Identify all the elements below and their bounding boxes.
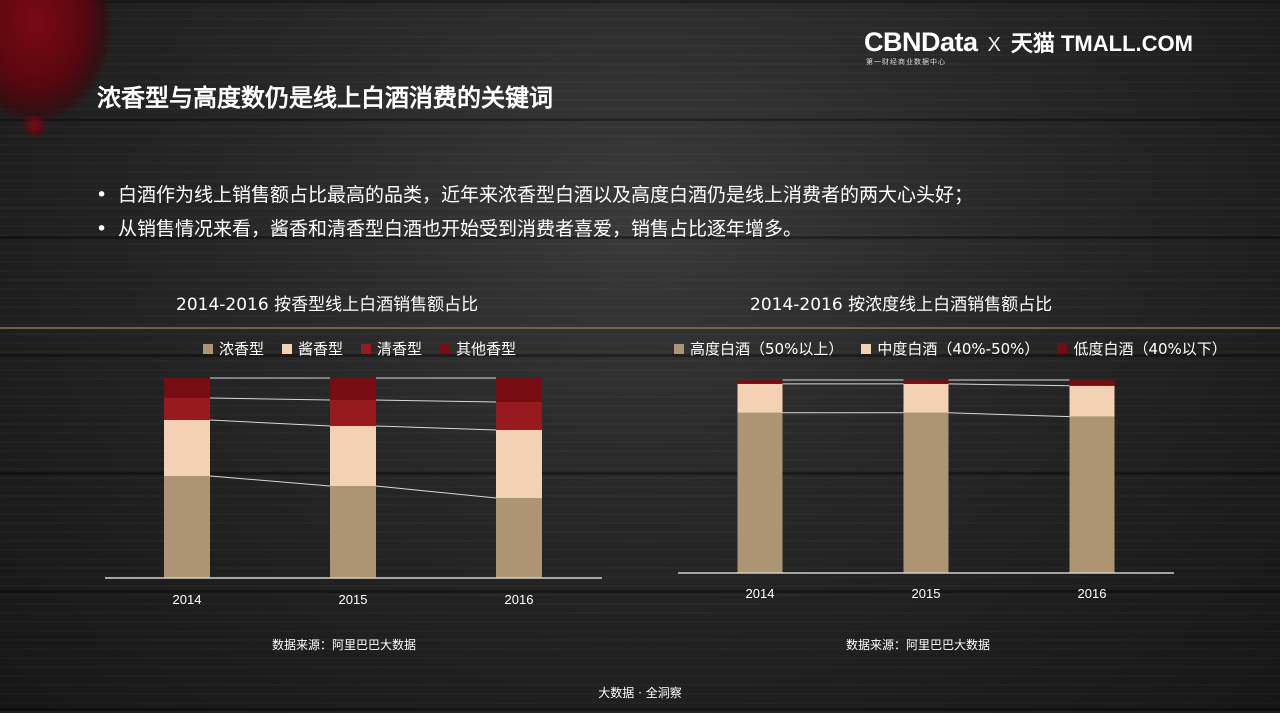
series-connector-line xyxy=(375,399,497,403)
series-connector-line xyxy=(209,419,331,427)
bar-segment xyxy=(903,383,949,413)
bar-segment xyxy=(330,486,376,578)
series-connector-line xyxy=(375,485,497,499)
bar-segment xyxy=(1069,385,1115,417)
legend-swatch xyxy=(674,343,684,354)
legend-aroma: 浓香型 酱香型 清香型 其他香型 xyxy=(203,338,516,359)
legend-swatch xyxy=(1057,343,1068,354)
bar-segment xyxy=(903,412,949,573)
legend-label: 浓香型 xyxy=(219,340,265,358)
bar-segment xyxy=(164,378,210,398)
source-note-aroma: 数据来源：阿里巴巴大数据 xyxy=(272,638,417,652)
wine-drop-decoration xyxy=(20,115,48,135)
bar-segment xyxy=(330,378,376,400)
x-tick-label: 2015 xyxy=(339,592,368,607)
legend-item: 高度白酒（50%以上） xyxy=(674,338,843,359)
chart-title-aroma: 2014-2016 按香型线上白酒销售额占比 xyxy=(176,295,479,315)
source-note-strength: 数据来源：阿里巴巴大数据 xyxy=(846,638,991,652)
bar-segment xyxy=(737,383,783,413)
bar-segment xyxy=(330,400,376,426)
legend-swatch xyxy=(361,343,372,354)
bar-segment xyxy=(1069,416,1115,573)
bar-segment xyxy=(496,402,542,430)
x-tick-label: 2016 xyxy=(1078,586,1107,601)
bullet-item: • 白酒作为线上销售额占比最高的品类，近年来浓香型白酒以及高度白酒仍是线上消费者的… xyxy=(96,178,973,212)
bullet-text: 从销售情况来看，酱香和清香型白酒也开始受到消费者喜爱，销售占比逐年增多。 xyxy=(118,218,803,240)
legend-label: 酱香型 xyxy=(298,340,344,358)
cbndata-logo: CBNData xyxy=(864,27,978,57)
legend-label: 其他香型 xyxy=(456,340,517,358)
divider-line xyxy=(0,327,1280,329)
logo-separator: X xyxy=(987,34,1001,56)
bar-segment xyxy=(496,378,542,402)
legend-label: 中度白酒（40%-50%） xyxy=(877,340,1040,358)
series-connector-line xyxy=(375,425,497,431)
x-tick-label: 2016 xyxy=(505,592,534,607)
bar-segment xyxy=(164,420,210,476)
legend-item: 酱香型 xyxy=(282,338,343,359)
legend-swatch xyxy=(440,343,451,354)
bullet-text: 白酒作为线上销售额占比最高的品类，近年来浓香型白酒以及高度白酒仍是线上消费者的两… xyxy=(118,184,974,206)
chart-title-strength: 2014-2016 按浓度线上白酒销售额占比 xyxy=(750,295,1053,315)
bar-segment xyxy=(164,476,210,578)
legend-item: 低度白酒（40%以下） xyxy=(1057,338,1227,359)
series-connector-line xyxy=(948,383,1070,387)
cbndata-logo-subtitle: 第一财经商业数据中心 xyxy=(866,58,946,66)
legend-label: 低度白酒（40%以下） xyxy=(1073,340,1227,358)
legend-strength: 高度白酒（50%以上） 中度白酒（40%-50%） 低度白酒（40%以下） xyxy=(674,338,1227,359)
brand-logo: CBNData 第一财经商业数据中心 X 天猫 TMALL.COM xyxy=(864,26,1193,66)
legend-label: 清香型 xyxy=(377,340,423,358)
x-tick-label: 2014 xyxy=(173,592,202,607)
chart-strength: 2014 2015 2016 xyxy=(678,379,1174,601)
legend-item: 清香型 xyxy=(361,338,422,359)
legend-item: 浓香型 xyxy=(203,338,264,359)
bar-segment xyxy=(164,398,210,420)
legend-label: 高度白酒（50%以上） xyxy=(690,340,844,358)
x-tick-label: 2014 xyxy=(746,586,775,601)
legend-item: 中度白酒（40%-50%） xyxy=(861,338,1039,359)
bar-segment xyxy=(330,426,376,486)
legend-item: 其他香型 xyxy=(440,338,516,359)
bullet-icon: • xyxy=(96,184,108,206)
legend-swatch xyxy=(282,343,293,354)
bar-segment xyxy=(737,412,783,573)
series-connector-line xyxy=(209,397,331,401)
bar-segment xyxy=(903,380,949,384)
tmall-logo: 天猫 TMALL.COM xyxy=(1010,31,1193,56)
bar-segment xyxy=(737,380,783,384)
bullet-list: • 白酒作为线上销售额占比最高的品类，近年来浓香型白酒以及高度白酒仍是线上消费者的… xyxy=(96,178,973,246)
bar-segment xyxy=(496,430,542,498)
page-title: 浓香型与高度数仍是线上白酒消费的关键词 xyxy=(97,84,553,112)
footer-tagline: 大数据 · 全洞察 xyxy=(598,686,682,700)
legend-swatch xyxy=(861,343,872,354)
chart-aroma: 2014 2015 2016 xyxy=(105,377,602,607)
bullet-item: • 从销售情况来看，酱香和清香型白酒也开始受到消费者喜爱，销售占比逐年增多。 xyxy=(96,212,973,246)
bullet-icon: • xyxy=(96,218,108,240)
series-connector-line xyxy=(209,475,331,487)
x-tick-label: 2015 xyxy=(912,586,941,601)
legend-swatch xyxy=(203,343,213,354)
bar-segment xyxy=(496,498,542,578)
bar-segment xyxy=(1069,380,1115,386)
series-connector-line xyxy=(948,412,1070,418)
